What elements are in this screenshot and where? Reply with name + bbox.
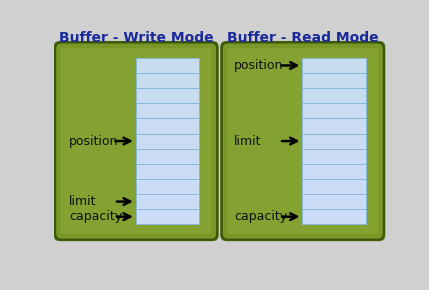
FancyBboxPatch shape (222, 43, 384, 240)
Bar (136, 73, 199, 88)
Bar (302, 148, 366, 164)
FancyBboxPatch shape (220, 41, 385, 241)
Text: limit: limit (234, 135, 262, 148)
Text: capacity: capacity (234, 210, 287, 223)
Bar (302, 118, 366, 133)
Text: position: position (69, 135, 118, 148)
Bar (136, 103, 199, 118)
FancyBboxPatch shape (55, 43, 217, 240)
Bar (302, 164, 366, 179)
Text: capacity: capacity (69, 210, 122, 223)
Bar (136, 88, 199, 103)
Text: limit: limit (69, 195, 97, 208)
Bar (136, 209, 199, 224)
Bar (302, 88, 366, 103)
Text: Buffer - Write Mode: Buffer - Write Mode (59, 31, 214, 45)
Bar (302, 58, 366, 73)
Bar (302, 103, 366, 118)
Text: position: position (234, 59, 284, 72)
Text: Buffer - Read Mode: Buffer - Read Mode (227, 31, 379, 45)
FancyBboxPatch shape (227, 48, 378, 234)
Bar (302, 179, 366, 194)
Bar (136, 148, 199, 164)
Bar (136, 58, 199, 73)
Bar (136, 164, 199, 179)
Bar (302, 133, 366, 148)
FancyBboxPatch shape (54, 41, 219, 241)
Bar (136, 194, 199, 209)
Bar (302, 194, 366, 209)
Bar (136, 133, 199, 148)
Bar (302, 209, 366, 224)
FancyBboxPatch shape (60, 48, 212, 234)
Bar (302, 73, 366, 88)
Bar (136, 118, 199, 133)
Bar (136, 179, 199, 194)
